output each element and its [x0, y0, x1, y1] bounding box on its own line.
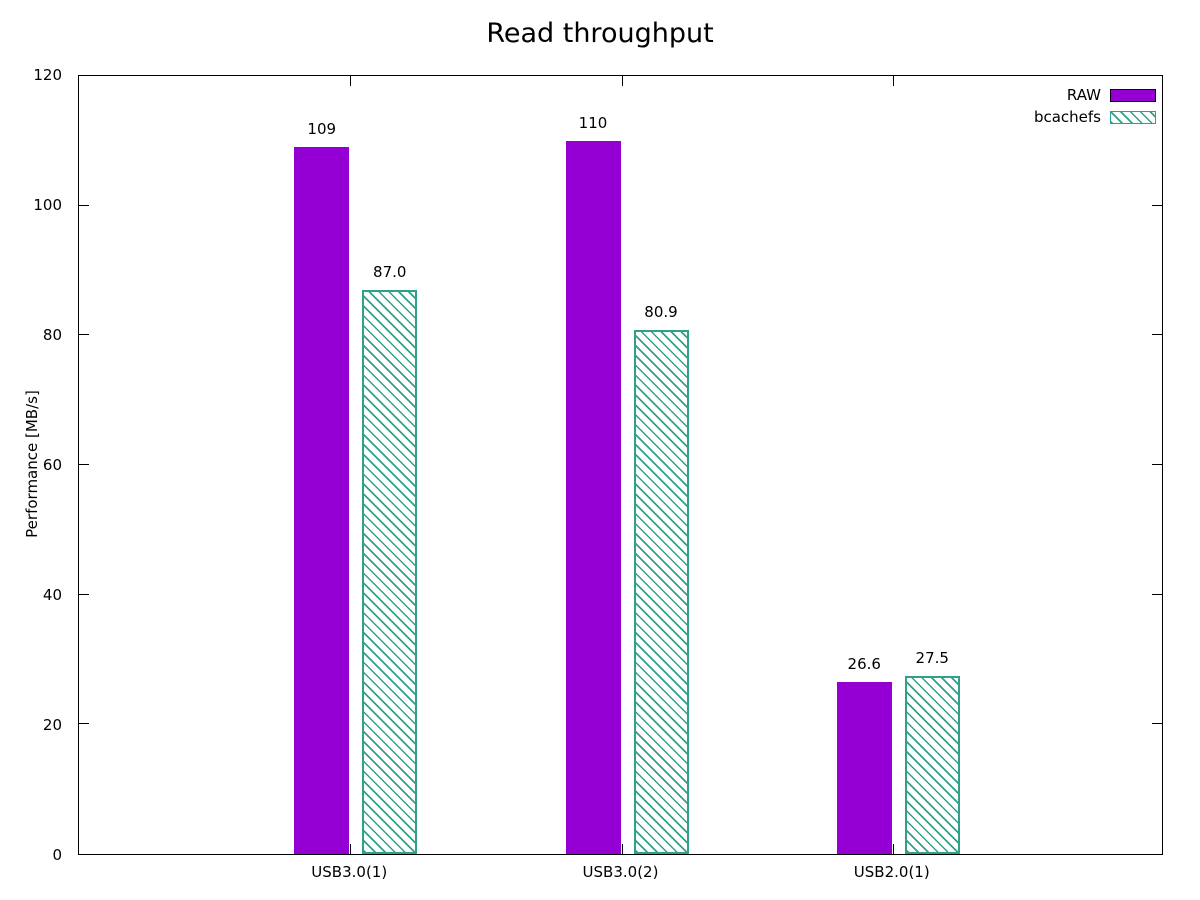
- bar-fill: [294, 147, 350, 854]
- y-tick-mark: [1152, 334, 1162, 336]
- y-tick-mark: [1152, 464, 1162, 465]
- x-tick-mark: [892, 76, 894, 86]
- x-tick-mark: [621, 76, 623, 86]
- bar-value-label: 87.0: [373, 262, 407, 281]
- y-tick-label: 0: [52, 846, 62, 864]
- plot-area: 109 87.0 110 80.9 26.6 27.5 RAW: [78, 75, 1163, 855]
- bar-value-label: 110: [578, 113, 608, 132]
- bar-bcachefs-usb20-1: 27.5: [904, 76, 960, 854]
- y-tick-mark: [1152, 593, 1162, 595]
- y-tick-mark: [1152, 723, 1162, 725]
- y-tick-label: 40: [42, 586, 62, 605]
- y-tick-label: 20: [42, 716, 62, 735]
- x-tick-label: USB3.0(2): [582, 863, 659, 881]
- bar-value-label: 27.5: [915, 648, 949, 667]
- y-tick-mark: [79, 464, 89, 465]
- legend-swatch-bcachefs: [1110, 110, 1156, 124]
- bar-bcachefs-usb30-2: 80.9: [633, 76, 689, 854]
- x-tick-mark: [621, 844, 623, 854]
- bar-value-label: 80.9: [644, 302, 678, 321]
- legend-item-raw: RAW: [1034, 84, 1156, 106]
- bar-value-label: 109: [307, 120, 337, 139]
- x-tick-mark: [350, 844, 352, 854]
- bar-fill: [836, 681, 892, 854]
- y-axis-tick-labels: 0 20 40 60 80 100 120: [0, 66, 70, 864]
- bar-value-label: 26.6: [847, 654, 881, 673]
- y-tick-label: 60: [42, 456, 62, 474]
- bar-fill: [904, 675, 960, 854]
- x-tick-mark: [350, 76, 352, 86]
- bar-fill: [362, 289, 418, 854]
- bar-raw-usb20-1: 26.6: [836, 76, 892, 854]
- y-tick-mark: [79, 204, 89, 206]
- x-axis-tick-labels: USB3.0(1) USB3.0(2) USB2.0(1): [78, 863, 1163, 887]
- legend-label-bcachefs: bcachefs: [1033, 108, 1101, 126]
- y-tick-label: 80: [42, 326, 62, 345]
- legend: RAW bcachefs: [1034, 84, 1156, 128]
- legend-label-raw: RAW: [1066, 86, 1101, 104]
- legend-swatch-raw: [1110, 88, 1156, 102]
- x-tick-label: USB2.0(1): [853, 863, 930, 881]
- y-tick-mark: [79, 723, 89, 725]
- y-tick-mark: [79, 593, 89, 595]
- y-tick-label: 100: [33, 196, 62, 214]
- bar-fill: [565, 140, 621, 854]
- legend-item-bcachefs: bcachefs: [1034, 106, 1156, 128]
- bar-raw-usb30-2: 110: [565, 76, 621, 854]
- y-tick-label: 120: [33, 66, 62, 84]
- x-tick-label: USB3.0(1): [311, 863, 388, 881]
- x-tick-mark: [892, 844, 894, 854]
- y-tick-mark: [79, 334, 89, 336]
- y-tick-mark: [1152, 204, 1162, 206]
- bar-fill: [633, 329, 689, 854]
- bar-raw-usb30-1: 109: [294, 76, 350, 854]
- chart-title: Read throughput: [486, 18, 714, 49]
- bar-bcachefs-usb30-1: 87.0: [362, 76, 418, 854]
